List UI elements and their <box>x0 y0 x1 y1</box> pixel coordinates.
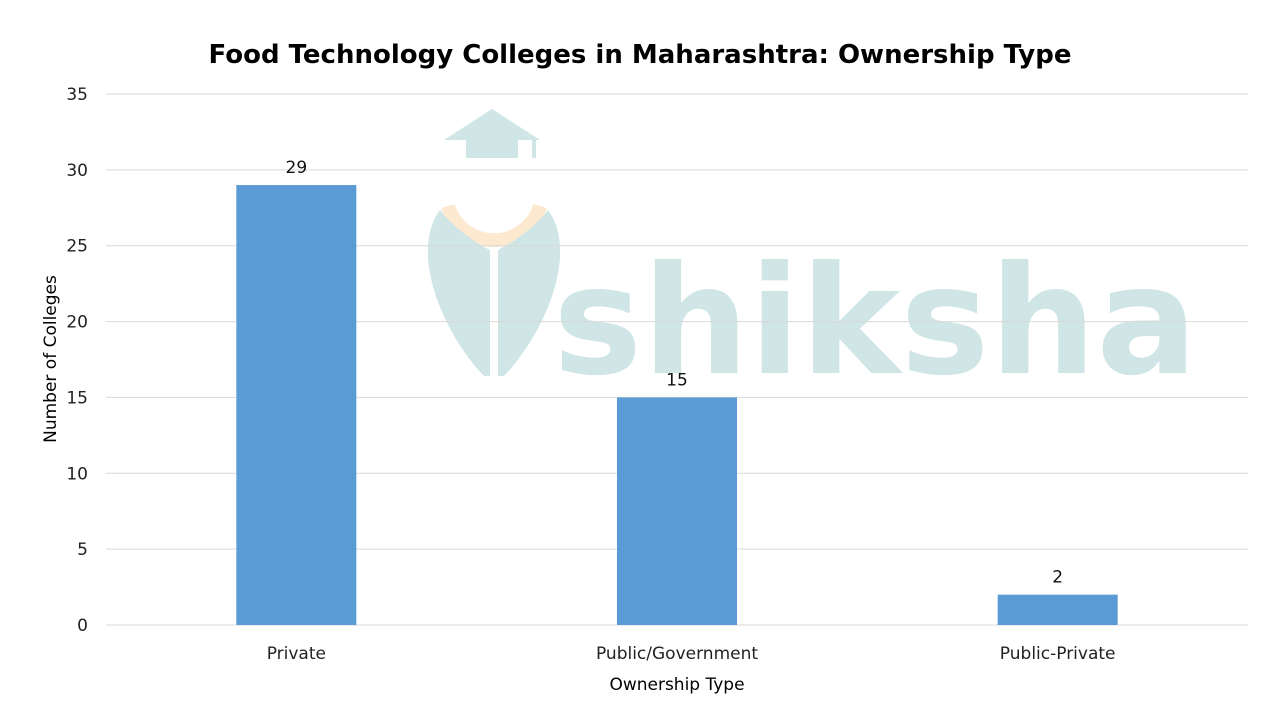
data-label: 2 <box>1052 568 1063 588</box>
x-tick-label: Public-Private <box>1000 644 1116 664</box>
y-axis-ticks: 0 5 10 15 20 25 30 35 <box>66 85 88 636</box>
x-tick-label: Private <box>267 644 326 664</box>
bar <box>236 185 357 625</box>
x-axis-title: Ownership Type <box>609 675 744 695</box>
data-label: 15 <box>666 370 688 390</box>
chart-title: Food Technology Colleges in Maharashtra:… <box>209 40 1072 70</box>
x-axis-ticks: Private Public/Government Public-Private <box>267 644 1116 664</box>
y-tick-label: 10 <box>66 464 88 484</box>
y-axis-title: Number of Colleges <box>41 275 61 443</box>
bar <box>997 594 1118 625</box>
y-tick-label: 15 <box>66 388 88 408</box>
shiksha-watermark: shiksha <box>427 109 1198 409</box>
x-tick-label: Public/Government <box>596 644 758 664</box>
y-tick-label: 25 <box>66 237 88 257</box>
y-tick-label: 5 <box>77 540 88 560</box>
data-labels: 29 15 2 <box>286 158 1064 588</box>
graduation-cap-logo-icon <box>427 109 561 376</box>
y-tick-label: 0 <box>77 616 88 636</box>
bar <box>617 397 737 625</box>
y-tick-label: 35 <box>66 85 88 105</box>
y-tick-label: 30 <box>66 161 88 181</box>
data-label: 29 <box>286 158 308 178</box>
bars <box>236 185 1118 625</box>
y-tick-label: 20 <box>66 313 88 333</box>
